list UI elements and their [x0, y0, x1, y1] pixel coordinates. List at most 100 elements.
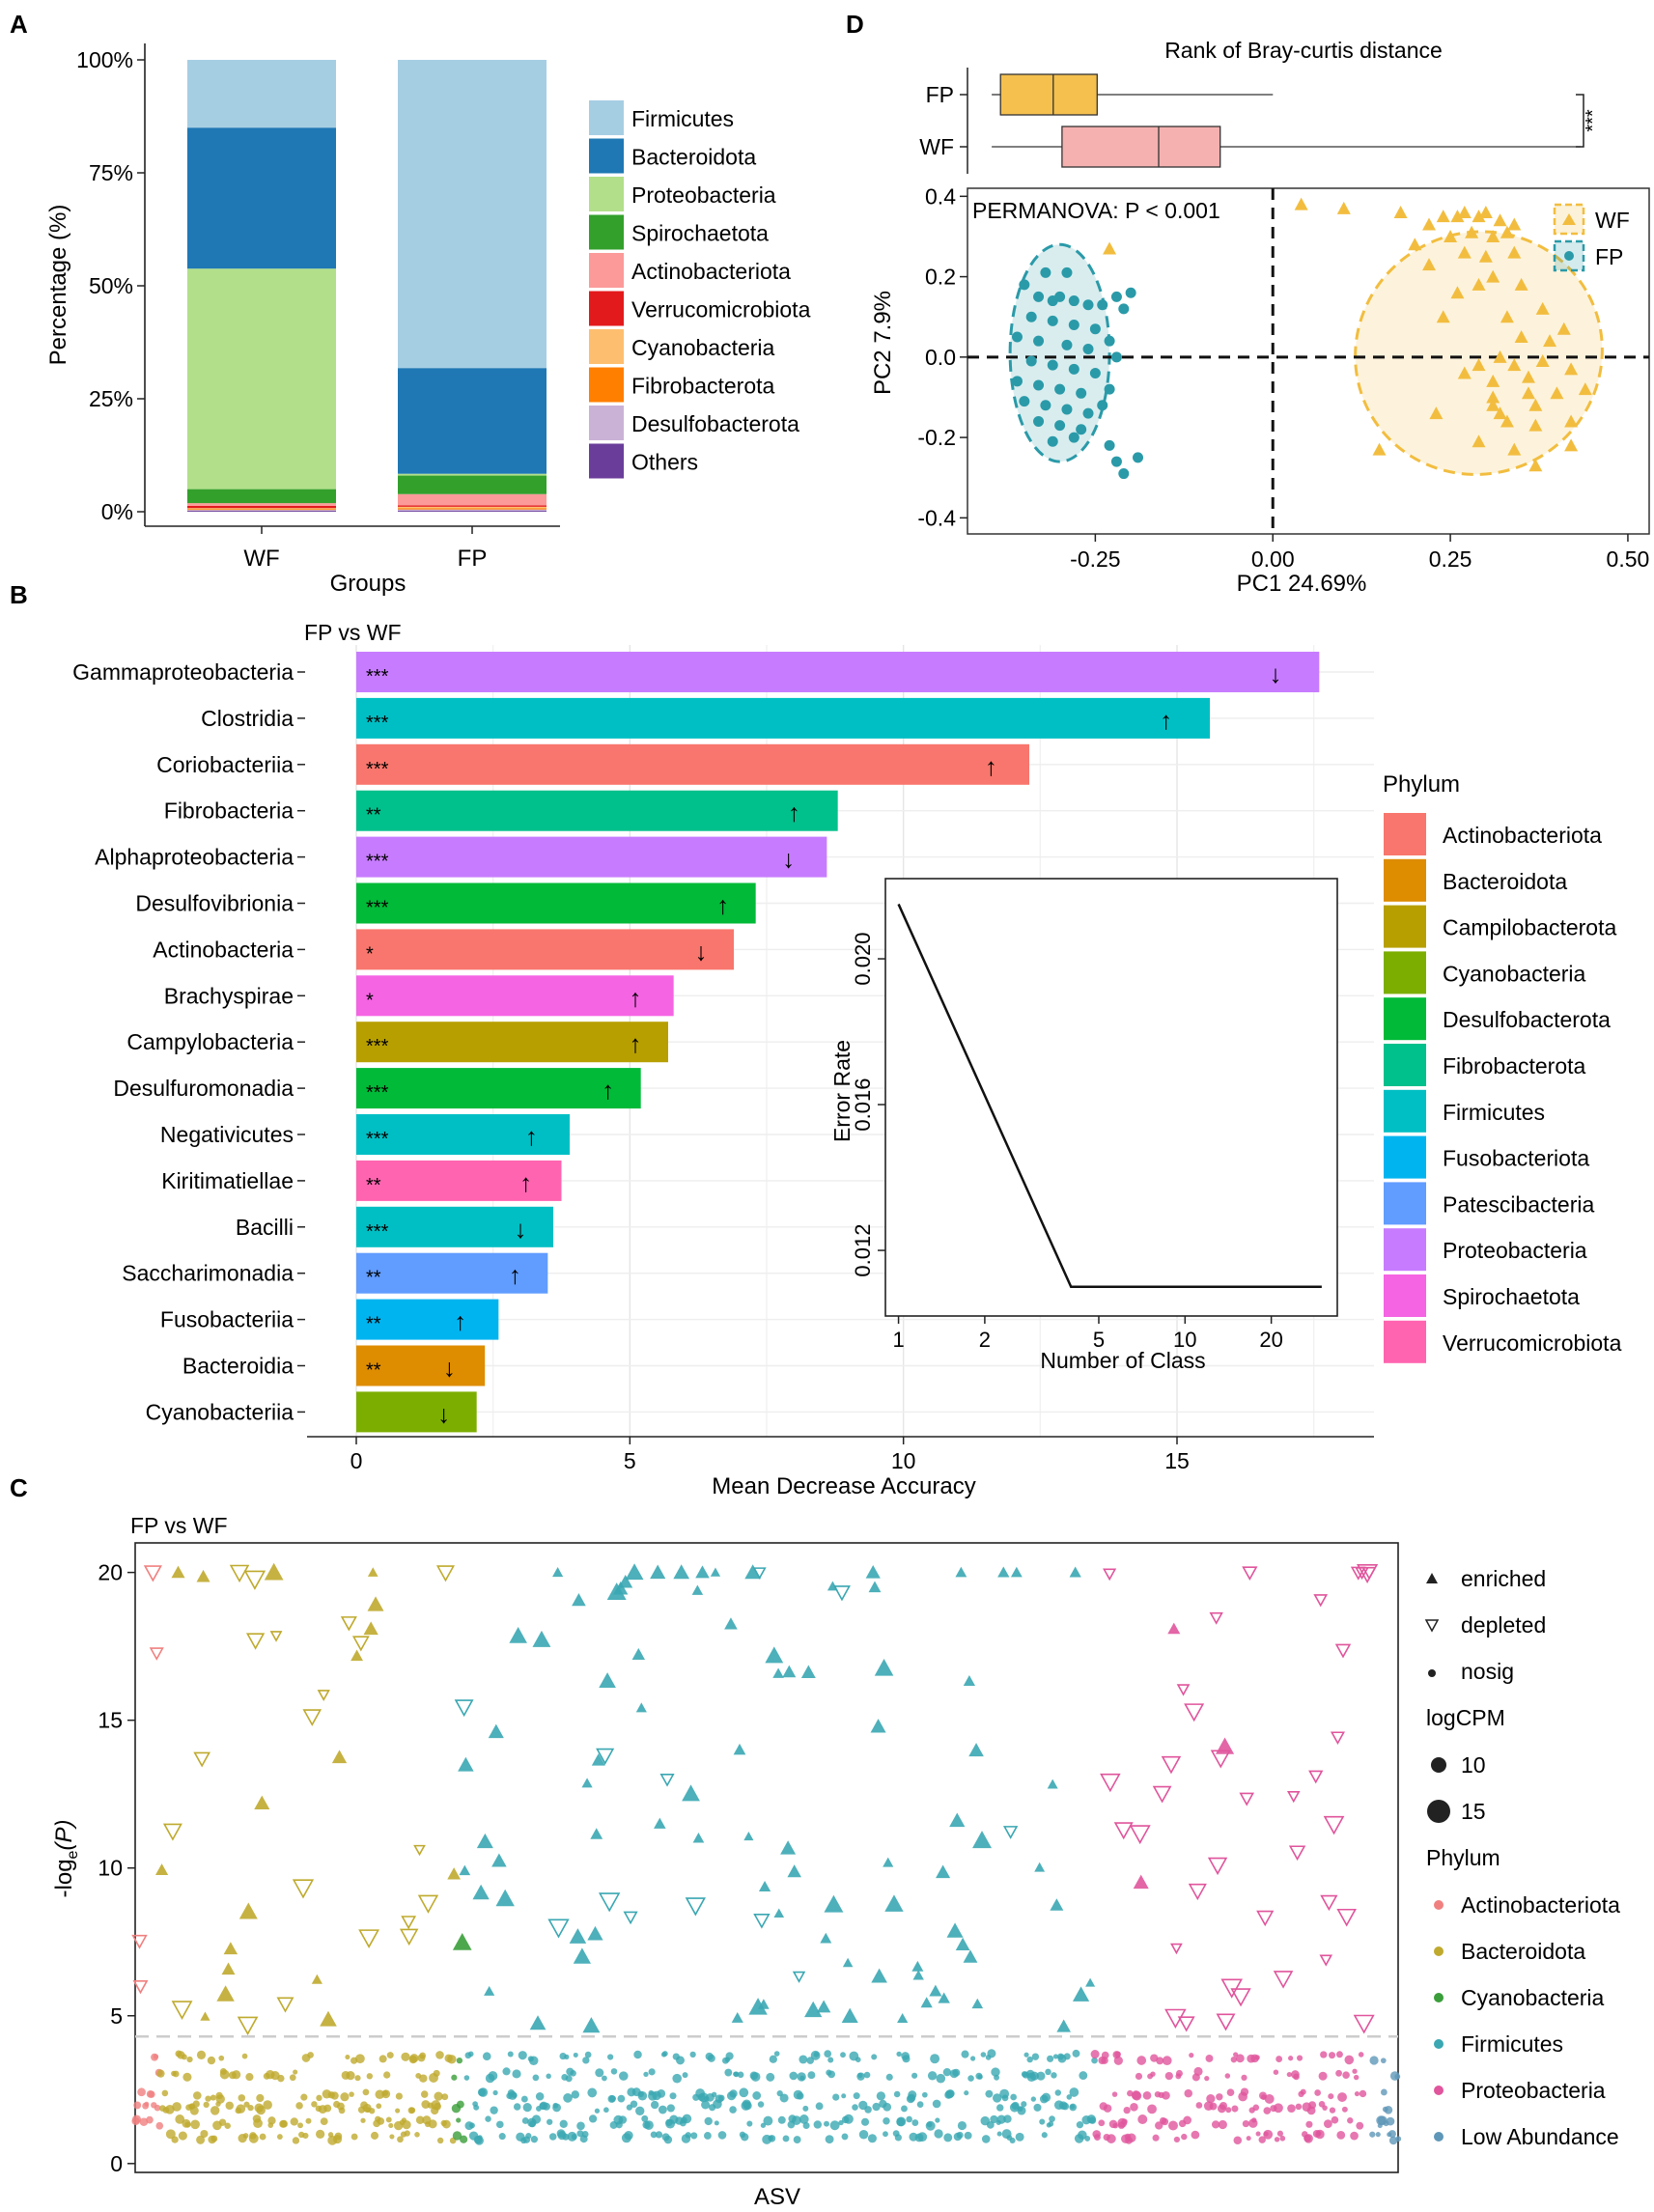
- legend-label: Actinobacteriota: [1443, 823, 1602, 848]
- inset-x-tick-label: 2: [979, 1328, 991, 1352]
- legend-label: Bacteroidota: [631, 145, 756, 170]
- point-enriched: [765, 1646, 784, 1664]
- point-enriched: [868, 1581, 882, 1593]
- panel-a-x-ticks: WF FP: [243, 526, 487, 572]
- point-nosig: [1337, 2092, 1348, 2102]
- point-nosig: [1274, 2137, 1280, 2142]
- point-nosig: [1286, 2071, 1292, 2078]
- point-wf: [1486, 229, 1500, 242]
- bar-segment-actinobacteriota: [398, 493, 547, 506]
- point-nosig: [478, 2087, 489, 2097]
- point-wf: [1457, 205, 1472, 218]
- point-nosig: [1209, 2102, 1218, 2111]
- point-nosig: [451, 2074, 458, 2081]
- point-enriched: [488, 1723, 504, 1739]
- legend-label: Proteobacteria: [631, 182, 776, 208]
- significance-label: ***: [1583, 109, 1604, 132]
- point-nosig: [964, 2090, 969, 2096]
- point-nosig: [362, 2088, 370, 2096]
- legend-swatch: [589, 253, 624, 288]
- point-enriched: [264, 1562, 284, 1581]
- y-tick-label: Desulfuromonadia: [113, 1076, 294, 1101]
- legend-label: Fibrobacterota: [631, 374, 775, 399]
- inset-x-tick-label: 10: [1173, 1328, 1196, 1352]
- point-nosig: [570, 2069, 576, 2077]
- point-nosig: [1242, 2119, 1249, 2128]
- point-nosig: [1375, 2132, 1381, 2138]
- point-nosig: [369, 2108, 376, 2114]
- point-nosig: [366, 2073, 374, 2080]
- point-nosig: [498, 2133, 506, 2141]
- bar: [356, 652, 1320, 692]
- point-depleted: [752, 1567, 767, 1580]
- bar-significance: **: [366, 805, 381, 826]
- point-nosig: [655, 2131, 663, 2139]
- point-nosig: [1322, 2105, 1328, 2111]
- point-nosig: [927, 2071, 938, 2081]
- point-enriched: [529, 2015, 547, 2030]
- point-depleted: [1313, 1594, 1329, 1608]
- point-nosig: [1279, 2135, 1286, 2142]
- point-nosig: [1155, 2121, 1163, 2130]
- point-nosig: [729, 2106, 737, 2114]
- legend-swatch: [589, 138, 624, 174]
- point-nosig: [395, 2092, 403, 2100]
- bar-direction-arrow: ↓: [515, 1215, 527, 1244]
- point-nosig: [633, 2050, 642, 2059]
- point-nosig: [172, 2070, 180, 2078]
- legend-swatch: [589, 443, 624, 479]
- point-enriched: [731, 2011, 743, 2023]
- point-nosig: [977, 2074, 983, 2080]
- point-nosig: [1029, 2071, 1039, 2081]
- y-tick-label: Fibrobacteria: [164, 798, 294, 824]
- point-nosig: [172, 2102, 182, 2112]
- point-enriched: [673, 1564, 690, 1580]
- point-depleted: [340, 1616, 357, 1632]
- point-enriched: [772, 1667, 784, 1678]
- point-nosig: [456, 2057, 463, 2064]
- point-nosig: [311, 2101, 318, 2108]
- point-nosig: [685, 2132, 691, 2139]
- point-nosig: [330, 2091, 339, 2100]
- point-nosig: [872, 2102, 881, 2112]
- point-nosig: [916, 2101, 924, 2108]
- point-nosig: [428, 2119, 437, 2129]
- point-nosig: [1015, 2132, 1024, 2142]
- point-enriched: [1069, 1566, 1081, 1578]
- point-fp: [1061, 339, 1073, 350]
- point-enriched: [911, 1960, 924, 1972]
- legend-label: Desulfobacterota: [631, 411, 799, 436]
- point-nosig: [985, 2089, 994, 2098]
- point-depleted: [1103, 1568, 1117, 1582]
- point-depleted: [1188, 1883, 1207, 1901]
- bar-direction-arrow: ↑: [1160, 706, 1172, 735]
- point-nosig: [996, 2131, 1002, 2137]
- point-nosig: [1162, 2090, 1170, 2100]
- point-enriched: [1215, 1737, 1235, 1754]
- point-nosig: [137, 2087, 146, 2097]
- point-nosig: [588, 2114, 598, 2123]
- point-nosig: [402, 2119, 411, 2130]
- panel-c-legend: enriched depleted nosig logCPM 10 15 Phylum Act…: [1424, 1566, 1620, 2149]
- point-nosig: [1252, 2104, 1260, 2112]
- bar-segment-proteobacteria: [398, 473, 547, 476]
- point-nosig: [401, 2052, 410, 2061]
- point-nosig: [743, 2101, 752, 2111]
- point-nosig: [1164, 2071, 1173, 2081]
- point-fp: [1047, 435, 1058, 447]
- point-nosig: [635, 2106, 645, 2115]
- point-nosig: [1076, 2121, 1084, 2129]
- bar: [356, 790, 838, 831]
- point-enriched: [691, 1584, 704, 1595]
- point-nosig: [1054, 2089, 1062, 2096]
- y-tick-label: Cyanobacteriia: [146, 1399, 294, 1424]
- x-tick-label: 15: [1164, 1448, 1190, 1473]
- legend-swatch: [589, 291, 624, 326]
- legend-swatch: [1384, 1044, 1426, 1086]
- inset-x-tick-label: 1: [892, 1328, 904, 1352]
- point-depleted: [623, 1911, 638, 1925]
- point-nosig: [245, 2073, 254, 2082]
- point-nosig: [1045, 2068, 1051, 2076]
- point-wf: [1521, 386, 1535, 400]
- point-nosig: [1184, 2088, 1193, 2098]
